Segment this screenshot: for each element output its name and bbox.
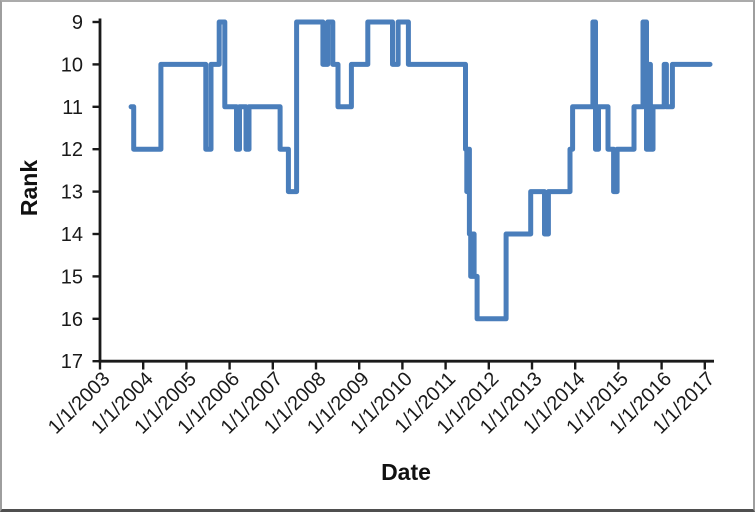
- y-tick-label: 16: [61, 309, 83, 331]
- y-tick-label: 10: [61, 54, 83, 76]
- y-tick-label: 13: [61, 182, 83, 204]
- y-tick-label: 17: [61, 351, 83, 373]
- rank-series-line: [128, 19, 713, 322]
- axes: 910111213141516171/1/20031/1/20041/1/200…: [44, 12, 719, 439]
- series-group: [128, 19, 713, 322]
- y-tick-label: 12: [61, 139, 83, 161]
- y-tick-label: 14: [61, 224, 83, 246]
- y-tick-label: 9: [72, 12, 83, 34]
- x-axis-title: Date: [381, 459, 431, 485]
- y-tick-label: 15: [61, 266, 83, 288]
- y-axis-title: Rank: [16, 160, 42, 216]
- y-tick-label: 11: [62, 97, 83, 119]
